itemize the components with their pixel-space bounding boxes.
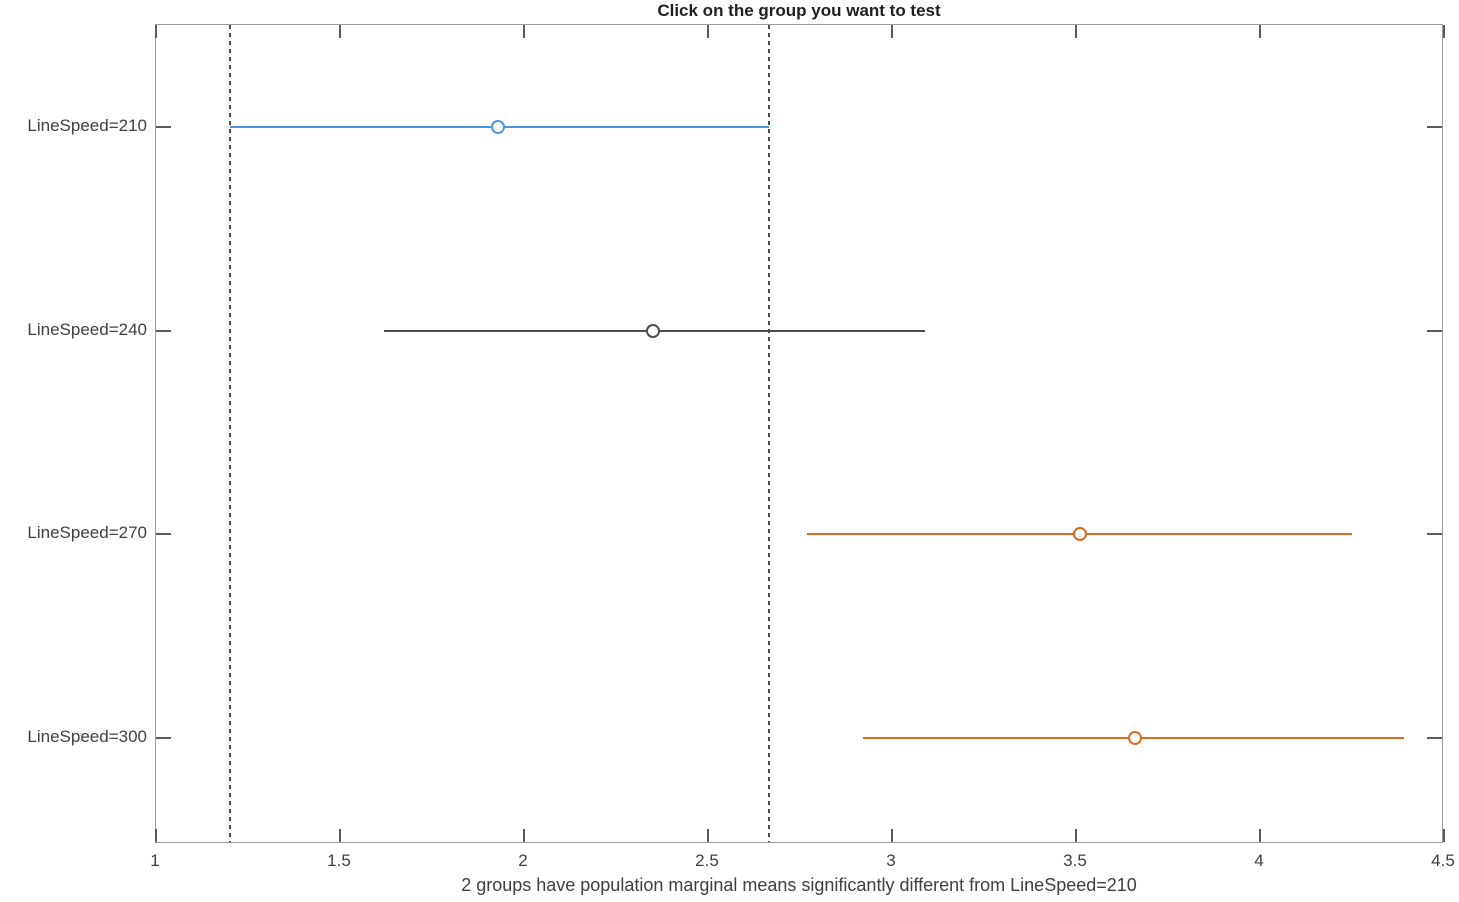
x-tick-label: 4 — [1254, 851, 1264, 870]
x-tick-label: 3 — [886, 851, 896, 870]
mean-marker-linespeed-270[interactable] — [1072, 527, 1087, 542]
y-tick-right — [1427, 737, 1442, 740]
x-tick-label: 1.5 — [327, 851, 351, 870]
mean-marker-linespeed-300[interactable] — [1127, 731, 1142, 746]
x-tick-bottom — [523, 829, 525, 842]
x-tick-bottom — [707, 829, 709, 842]
x-axis-label: 2 groups have population marginal means … — [461, 875, 1137, 895]
y-tick-label-linespeed-210: LineSpeed=210 — [27, 115, 147, 135]
comparison-interval-dashed-line-left — [228, 25, 231, 842]
mean-marker-linespeed-210[interactable] — [491, 119, 506, 134]
y-tick-label-linespeed-300: LineSpeed=300 — [27, 727, 147, 747]
x-tick-bottom — [1259, 829, 1261, 842]
x-tick-top — [707, 25, 709, 38]
x-tick-top — [1443, 25, 1445, 38]
y-tick-right — [1427, 329, 1442, 332]
x-tick-top — [1075, 25, 1077, 38]
x-tick-bottom — [1443, 829, 1445, 842]
y-tick-left — [156, 737, 171, 740]
x-tick-label: 3.5 — [1063, 851, 1087, 870]
comparison-interval-dashed-line-right — [767, 25, 770, 842]
x-tick-label: 4.5 — [1431, 851, 1455, 870]
chart-title: Click on the group you want to test — [657, 1, 941, 20]
y-tick-right — [1427, 125, 1442, 128]
x-tick-label: 2 — [518, 851, 528, 870]
x-tick-bottom — [339, 829, 341, 842]
x-tick-top — [339, 25, 341, 38]
plot-area[interactable] — [155, 24, 1445, 843]
x-tick-label: 2.5 — [695, 851, 719, 870]
x-tick-top — [891, 25, 893, 38]
x-tick-bottom — [891, 829, 893, 842]
x-tick-bottom — [1075, 829, 1077, 842]
y-tick-left — [156, 533, 171, 536]
x-tick-bottom — [155, 829, 157, 842]
y-tick-left — [156, 329, 171, 332]
y-tick-right — [1427, 533, 1442, 536]
mean-marker-linespeed-240[interactable] — [645, 323, 660, 338]
y-tick-left — [156, 125, 171, 128]
x-tick-top — [523, 25, 525, 38]
y-tick-label-linespeed-240: LineSpeed=240 — [27, 319, 147, 339]
x-tick-top — [155, 25, 157, 38]
y-tick-label-linespeed-270: LineSpeed=270 — [27, 523, 147, 543]
x-tick-top — [1259, 25, 1261, 38]
x-tick-label: 1 — [150, 851, 160, 870]
